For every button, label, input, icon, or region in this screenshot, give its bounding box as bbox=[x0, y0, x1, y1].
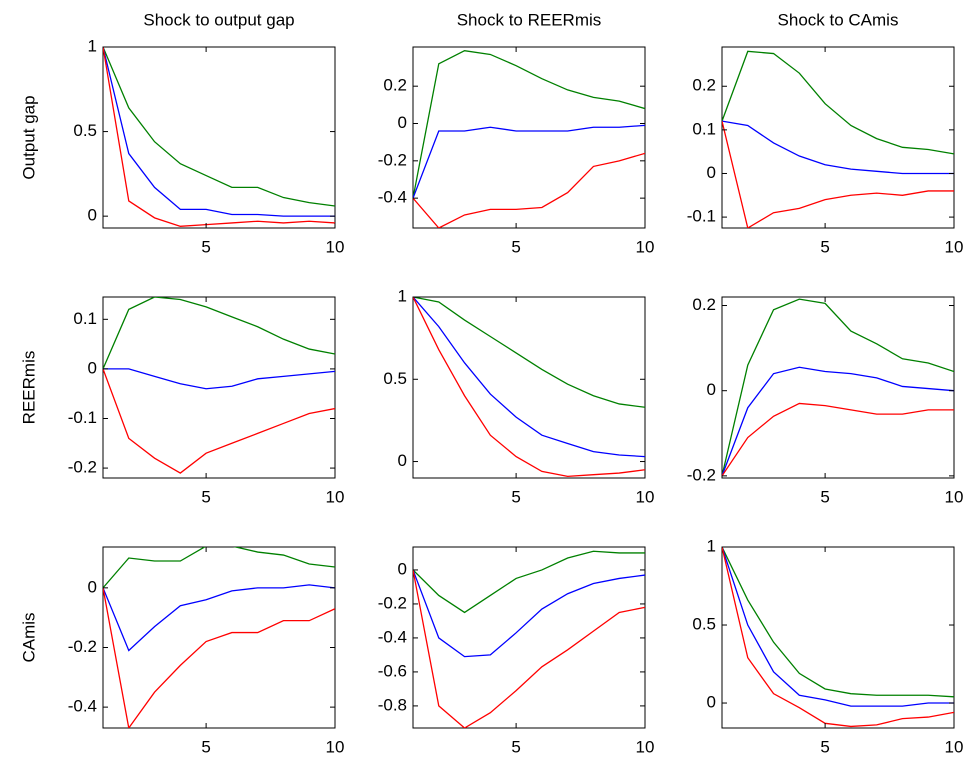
plot-area bbox=[721, 46, 955, 229]
y-tick-label: 0.5 bbox=[383, 369, 407, 388]
y-axis-label: REERmis bbox=[19, 351, 38, 425]
y-tick-label: -0.8 bbox=[378, 695, 407, 714]
plot-area bbox=[412, 296, 646, 479]
series-line bbox=[103, 368, 335, 390]
y-tick-label: -0.2 bbox=[68, 637, 97, 656]
x-tick-label: 5 bbox=[511, 737, 520, 756]
x-tick-label: 5 bbox=[511, 487, 520, 506]
series-line bbox=[722, 298, 954, 477]
series-line bbox=[413, 124, 645, 199]
plot-area bbox=[412, 46, 646, 229]
y-tick-label: -0.2 bbox=[378, 593, 407, 612]
y-tick-label: 0 bbox=[707, 163, 716, 182]
series-group bbox=[413, 297, 645, 478]
series-line bbox=[103, 547, 335, 589]
y-tick-label: 0 bbox=[88, 206, 97, 225]
series-line bbox=[722, 366, 954, 477]
panel-title: Shock to output gap bbox=[143, 10, 294, 29]
series-group bbox=[722, 298, 954, 477]
series-line bbox=[413, 297, 645, 458]
series-line bbox=[103, 47, 335, 207]
series-group bbox=[103, 547, 335, 728]
series-group bbox=[413, 550, 645, 728]
y-tick-label: 0.2 bbox=[383, 76, 407, 95]
x-tick-label: 5 bbox=[201, 487, 210, 506]
series-group bbox=[103, 47, 335, 227]
x-tick-label: 5 bbox=[820, 737, 829, 756]
series-line bbox=[103, 47, 335, 227]
series-line bbox=[413, 550, 645, 614]
y-tick-label: 0 bbox=[707, 693, 716, 712]
series-line bbox=[413, 152, 645, 228]
y-tick-label: 0.1 bbox=[692, 119, 716, 138]
y-tick-label: 1 bbox=[707, 536, 716, 555]
series-line bbox=[722, 402, 954, 477]
series-line bbox=[103, 584, 335, 652]
series-line bbox=[722, 120, 954, 175]
series-line bbox=[103, 47, 335, 217]
y-tick-label: 0 bbox=[398, 113, 407, 132]
series-line bbox=[413, 50, 645, 199]
x-tick-label: 10 bbox=[945, 487, 964, 506]
x-tick-label: 10 bbox=[326, 237, 345, 256]
y-tick-label: -0.4 bbox=[68, 697, 97, 716]
y-tick-label: -0.1 bbox=[68, 408, 97, 427]
series-line bbox=[722, 547, 954, 707]
x-tick-label: 5 bbox=[511, 237, 520, 256]
plot-area bbox=[102, 46, 336, 229]
panel-title: Shock to REERmis bbox=[457, 10, 602, 29]
x-tick-label: 10 bbox=[945, 237, 964, 256]
y-tick-label: 0.5 bbox=[692, 615, 716, 634]
y-tick-label: 0.2 bbox=[692, 295, 716, 314]
y-tick-label: -0.2 bbox=[687, 465, 716, 484]
y-tick-label: -0.6 bbox=[378, 661, 407, 680]
series-line bbox=[413, 297, 645, 478]
series-line bbox=[722, 120, 954, 228]
plot-area bbox=[721, 546, 955, 729]
x-tick-label: 5 bbox=[820, 487, 829, 506]
y-tick-label: 0 bbox=[707, 380, 716, 399]
series-line bbox=[413, 297, 645, 408]
x-tick-label: 5 bbox=[201, 237, 210, 256]
series-group bbox=[722, 547, 954, 728]
y-tick-label: 0 bbox=[88, 577, 97, 596]
y-tick-label: -0.2 bbox=[378, 150, 407, 169]
plot-area bbox=[412, 546, 646, 729]
x-tick-label: 10 bbox=[636, 737, 655, 756]
series-line bbox=[103, 587, 335, 728]
y-tick-label: 0 bbox=[88, 358, 97, 377]
series-line bbox=[103, 368, 335, 474]
y-tick-label: 0.1 bbox=[73, 309, 97, 328]
x-tick-label: 5 bbox=[820, 237, 829, 256]
panel-title: Shock to CAmis bbox=[778, 10, 899, 29]
series-line bbox=[103, 297, 335, 370]
x-tick-label: 10 bbox=[636, 237, 655, 256]
y-tick-label: 0.2 bbox=[692, 76, 716, 95]
x-tick-label: 10 bbox=[326, 737, 345, 756]
x-tick-label: 10 bbox=[636, 487, 655, 506]
series-line bbox=[413, 569, 645, 658]
y-tick-label: 0 bbox=[398, 559, 407, 578]
y-axis-label: CAmis bbox=[19, 612, 38, 662]
x-tick-label: 10 bbox=[945, 737, 964, 756]
y-tick-label: -0.4 bbox=[378, 627, 407, 646]
y-tick-label: -0.4 bbox=[378, 188, 407, 207]
y-tick-label: 1 bbox=[398, 286, 407, 305]
series-line bbox=[722, 547, 954, 698]
y-axis-label: Output gap bbox=[19, 95, 38, 179]
series-line bbox=[722, 50, 954, 155]
series-line bbox=[413, 569, 645, 728]
series-group bbox=[722, 50, 954, 228]
series-line bbox=[722, 547, 954, 728]
y-tick-label: 1 bbox=[88, 36, 97, 55]
x-tick-label: 5 bbox=[201, 737, 210, 756]
y-tick-label: 0 bbox=[398, 451, 407, 470]
series-group bbox=[103, 297, 335, 474]
y-tick-label: -0.1 bbox=[687, 207, 716, 226]
y-tick-label: -0.2 bbox=[68, 458, 97, 477]
y-tick-label: 0.5 bbox=[73, 121, 97, 140]
x-tick-label: 10 bbox=[326, 487, 345, 506]
series-group bbox=[413, 50, 645, 228]
